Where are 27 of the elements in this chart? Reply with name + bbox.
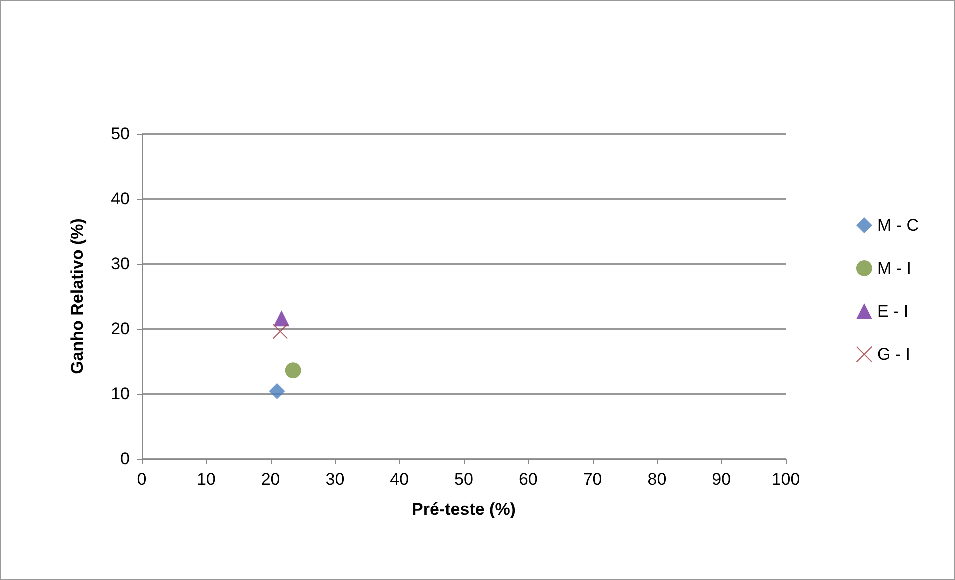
x-tick-label: 40 — [390, 470, 410, 489]
legend-label: E - I — [877, 302, 909, 321]
x-tick-label: 70 — [583, 470, 602, 489]
legend-label: M - C — [877, 216, 919, 235]
y-tick-label: 20 — [111, 320, 130, 338]
y-axis-title: Ganho Relativo (%) — [68, 218, 87, 374]
y-tick-label: 30 — [111, 254, 130, 274]
x-tick-label: 50 — [454, 470, 474, 489]
x-tick-label: 30 — [326, 470, 345, 489]
y-tick-label: 50 — [111, 124, 130, 144]
x-tick-label: 90 — [712, 470, 732, 489]
point — [272, 324, 288, 340]
x-axis-title: Pré-teste (%) — [412, 500, 516, 519]
x-tick-label: 0 — [137, 470, 147, 489]
point — [269, 383, 286, 400]
y-tick-label: 10 — [111, 384, 130, 404]
x-tick-label: 10 — [196, 470, 216, 489]
x-tick-label: 80 — [648, 470, 667, 489]
x-tick-label: 60 — [518, 470, 538, 489]
y-tick-label: 0 — [120, 450, 130, 468]
x-tick-label: 20 — [261, 470, 280, 489]
legend-label: M - I — [877, 259, 912, 278]
x-tick-label: 100 — [772, 470, 800, 489]
point — [274, 310, 290, 327]
point — [285, 362, 302, 379]
legend-label: G - I — [877, 345, 911, 364]
y-tick-label: 40 — [111, 190, 130, 208]
